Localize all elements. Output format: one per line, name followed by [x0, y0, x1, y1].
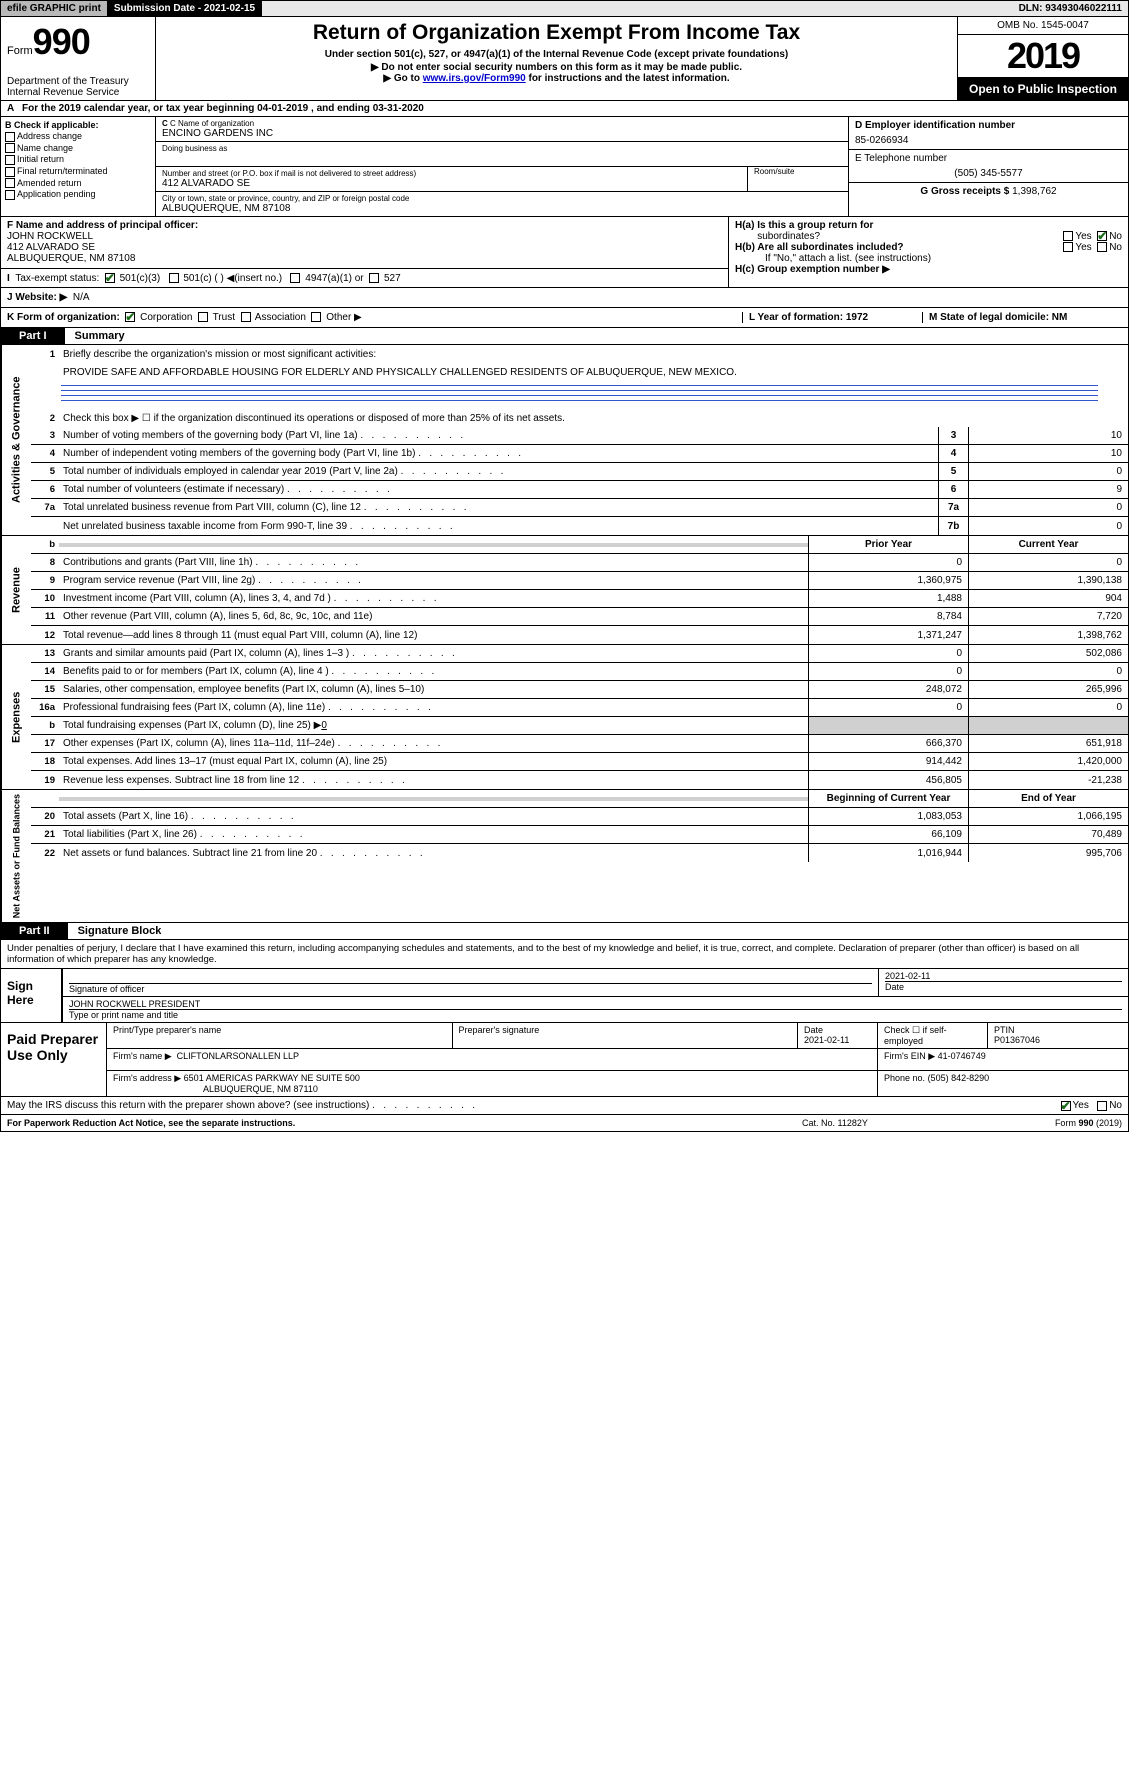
hb-no[interactable] [1097, 242, 1107, 252]
form-of-org: K Form of organization: Corporation Trus… [7, 312, 742, 323]
paid-preparer-block: Paid Preparer Use Only Print/Type prepar… [1, 1023, 1128, 1097]
dept-label: Department of the Treasury Internal Reve… [7, 76, 149, 98]
chk-trust[interactable] [198, 312, 208, 322]
chk-initial-return[interactable]: Initial return [5, 154, 151, 165]
chk-app-pending[interactable]: Application pending [5, 189, 151, 200]
chk-501c[interactable] [169, 273, 179, 283]
summary-revenue: Revenue bPrior YearCurrent Year 8Contrib… [1, 536, 1128, 645]
top-toolbar: efile GRAPHIC print Submission Date - 20… [0, 0, 1129, 17]
telephone-field: E Telephone number (505) 345-5577 [849, 150, 1128, 183]
part2-header: Part II Signature Block [1, 923, 1128, 940]
subtitle-2a: ▶ Do not enter social security numbers o… [164, 62, 949, 73]
tax-year: 2019 [958, 35, 1128, 78]
street-field: Number and street (or P.O. box if mail i… [156, 167, 748, 191]
omb-number: OMB No. 1545-0047 [958, 17, 1128, 35]
chk-assoc[interactable] [241, 312, 251, 322]
ha-yes[interactable] [1063, 231, 1073, 241]
chk-address-change[interactable]: Address change [5, 131, 151, 142]
org-name-field: C C Name of organization ENCINO GARDENS … [156, 117, 848, 142]
form-header: Form990 Department of the Treasury Inter… [1, 17, 1128, 101]
chk-4947[interactable] [290, 273, 300, 283]
form-title: Return of Organization Exempt From Incom… [164, 21, 949, 45]
subtitle-1: Under section 501(c), 527, or 4947(a)(1)… [164, 49, 949, 60]
year-formation: L Year of formation: 1972 [742, 312, 922, 323]
hb-yes[interactable] [1063, 242, 1073, 252]
city-field: City or town, state or province, country… [156, 192, 848, 216]
chk-501c3[interactable] [105, 273, 115, 283]
principal-officer: F Name and address of principal officer:… [1, 217, 728, 287]
efile-print-button[interactable]: efile GRAPHIC print [1, 1, 108, 16]
instructions-link[interactable]: www.irs.gov/Form990 [423, 73, 526, 84]
chk-corp[interactable] [125, 312, 135, 322]
discuss-yes[interactable] [1061, 1101, 1071, 1111]
sign-here-block: Sign Here Signature of officer 2021-02-1… [1, 969, 1128, 1023]
state-domicile: M State of legal domicile: NM [922, 312, 1122, 323]
part1-header: Part I Summary [1, 328, 1128, 345]
row-a: A For the 2019 calendar year, or tax yea… [1, 101, 1128, 117]
subtitle-2b: ▶ Go to www.irs.gov/Form990 for instruct… [164, 73, 949, 84]
ha-no[interactable] [1097, 231, 1107, 241]
chk-name-change[interactable]: Name change [5, 143, 151, 154]
room-field: Room/suite [748, 167, 848, 191]
summary-expenses: Expenses 13Grants and similar amounts pa… [1, 645, 1128, 790]
discuss-row: May the IRS discuss this return with the… [1, 1097, 1128, 1115]
website-field: J Website: ▶ N/A [1, 288, 1128, 307]
summary-netassets: Net Assets or Fund Balances Beginning of… [1, 790, 1128, 923]
form-number: Form990 [7, 21, 149, 63]
form-footer: For Paperwork Reduction Act Notice, see … [1, 1115, 1128, 1131]
discuss-no[interactable] [1097, 1101, 1107, 1111]
dba-field: Doing business as [156, 142, 848, 167]
chk-other[interactable] [311, 312, 321, 322]
chk-final-return[interactable]: Final return/terminated [5, 166, 151, 177]
dln-label: DLN: 93493046022111 [1013, 1, 1128, 16]
section-b-checkboxes: B Check if applicable: Address change Na… [1, 117, 156, 216]
form-frame: Form990 Department of the Treasury Inter… [0, 17, 1129, 1132]
perjury-statement: Under penalties of perjury, I declare th… [1, 940, 1128, 969]
submission-date-badge: Submission Date - 2021-02-15 [108, 1, 262, 16]
gross-receipts-field: G Gross receipts $ 1,398,762 [849, 183, 1128, 200]
open-to-public-badge: Open to Public Inspection [958, 78, 1128, 100]
chk-amended-return[interactable]: Amended return [5, 178, 151, 189]
section-h: H(a) Is this a group return for subordin… [728, 217, 1128, 287]
ein-field: D Employer identification number 85-0266… [849, 117, 1128, 150]
summary-governance: Activities & Governance 1Briefly describ… [1, 345, 1128, 536]
chk-527[interactable] [369, 273, 379, 283]
